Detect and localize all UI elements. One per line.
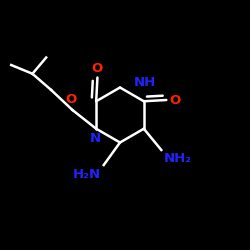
Text: O: O bbox=[66, 93, 77, 106]
Text: O: O bbox=[169, 94, 180, 106]
Text: H₂N: H₂N bbox=[72, 168, 101, 180]
Text: NH₂: NH₂ bbox=[164, 152, 192, 166]
Text: NH: NH bbox=[134, 76, 156, 89]
Text: N: N bbox=[89, 132, 101, 145]
Text: O: O bbox=[92, 62, 103, 74]
